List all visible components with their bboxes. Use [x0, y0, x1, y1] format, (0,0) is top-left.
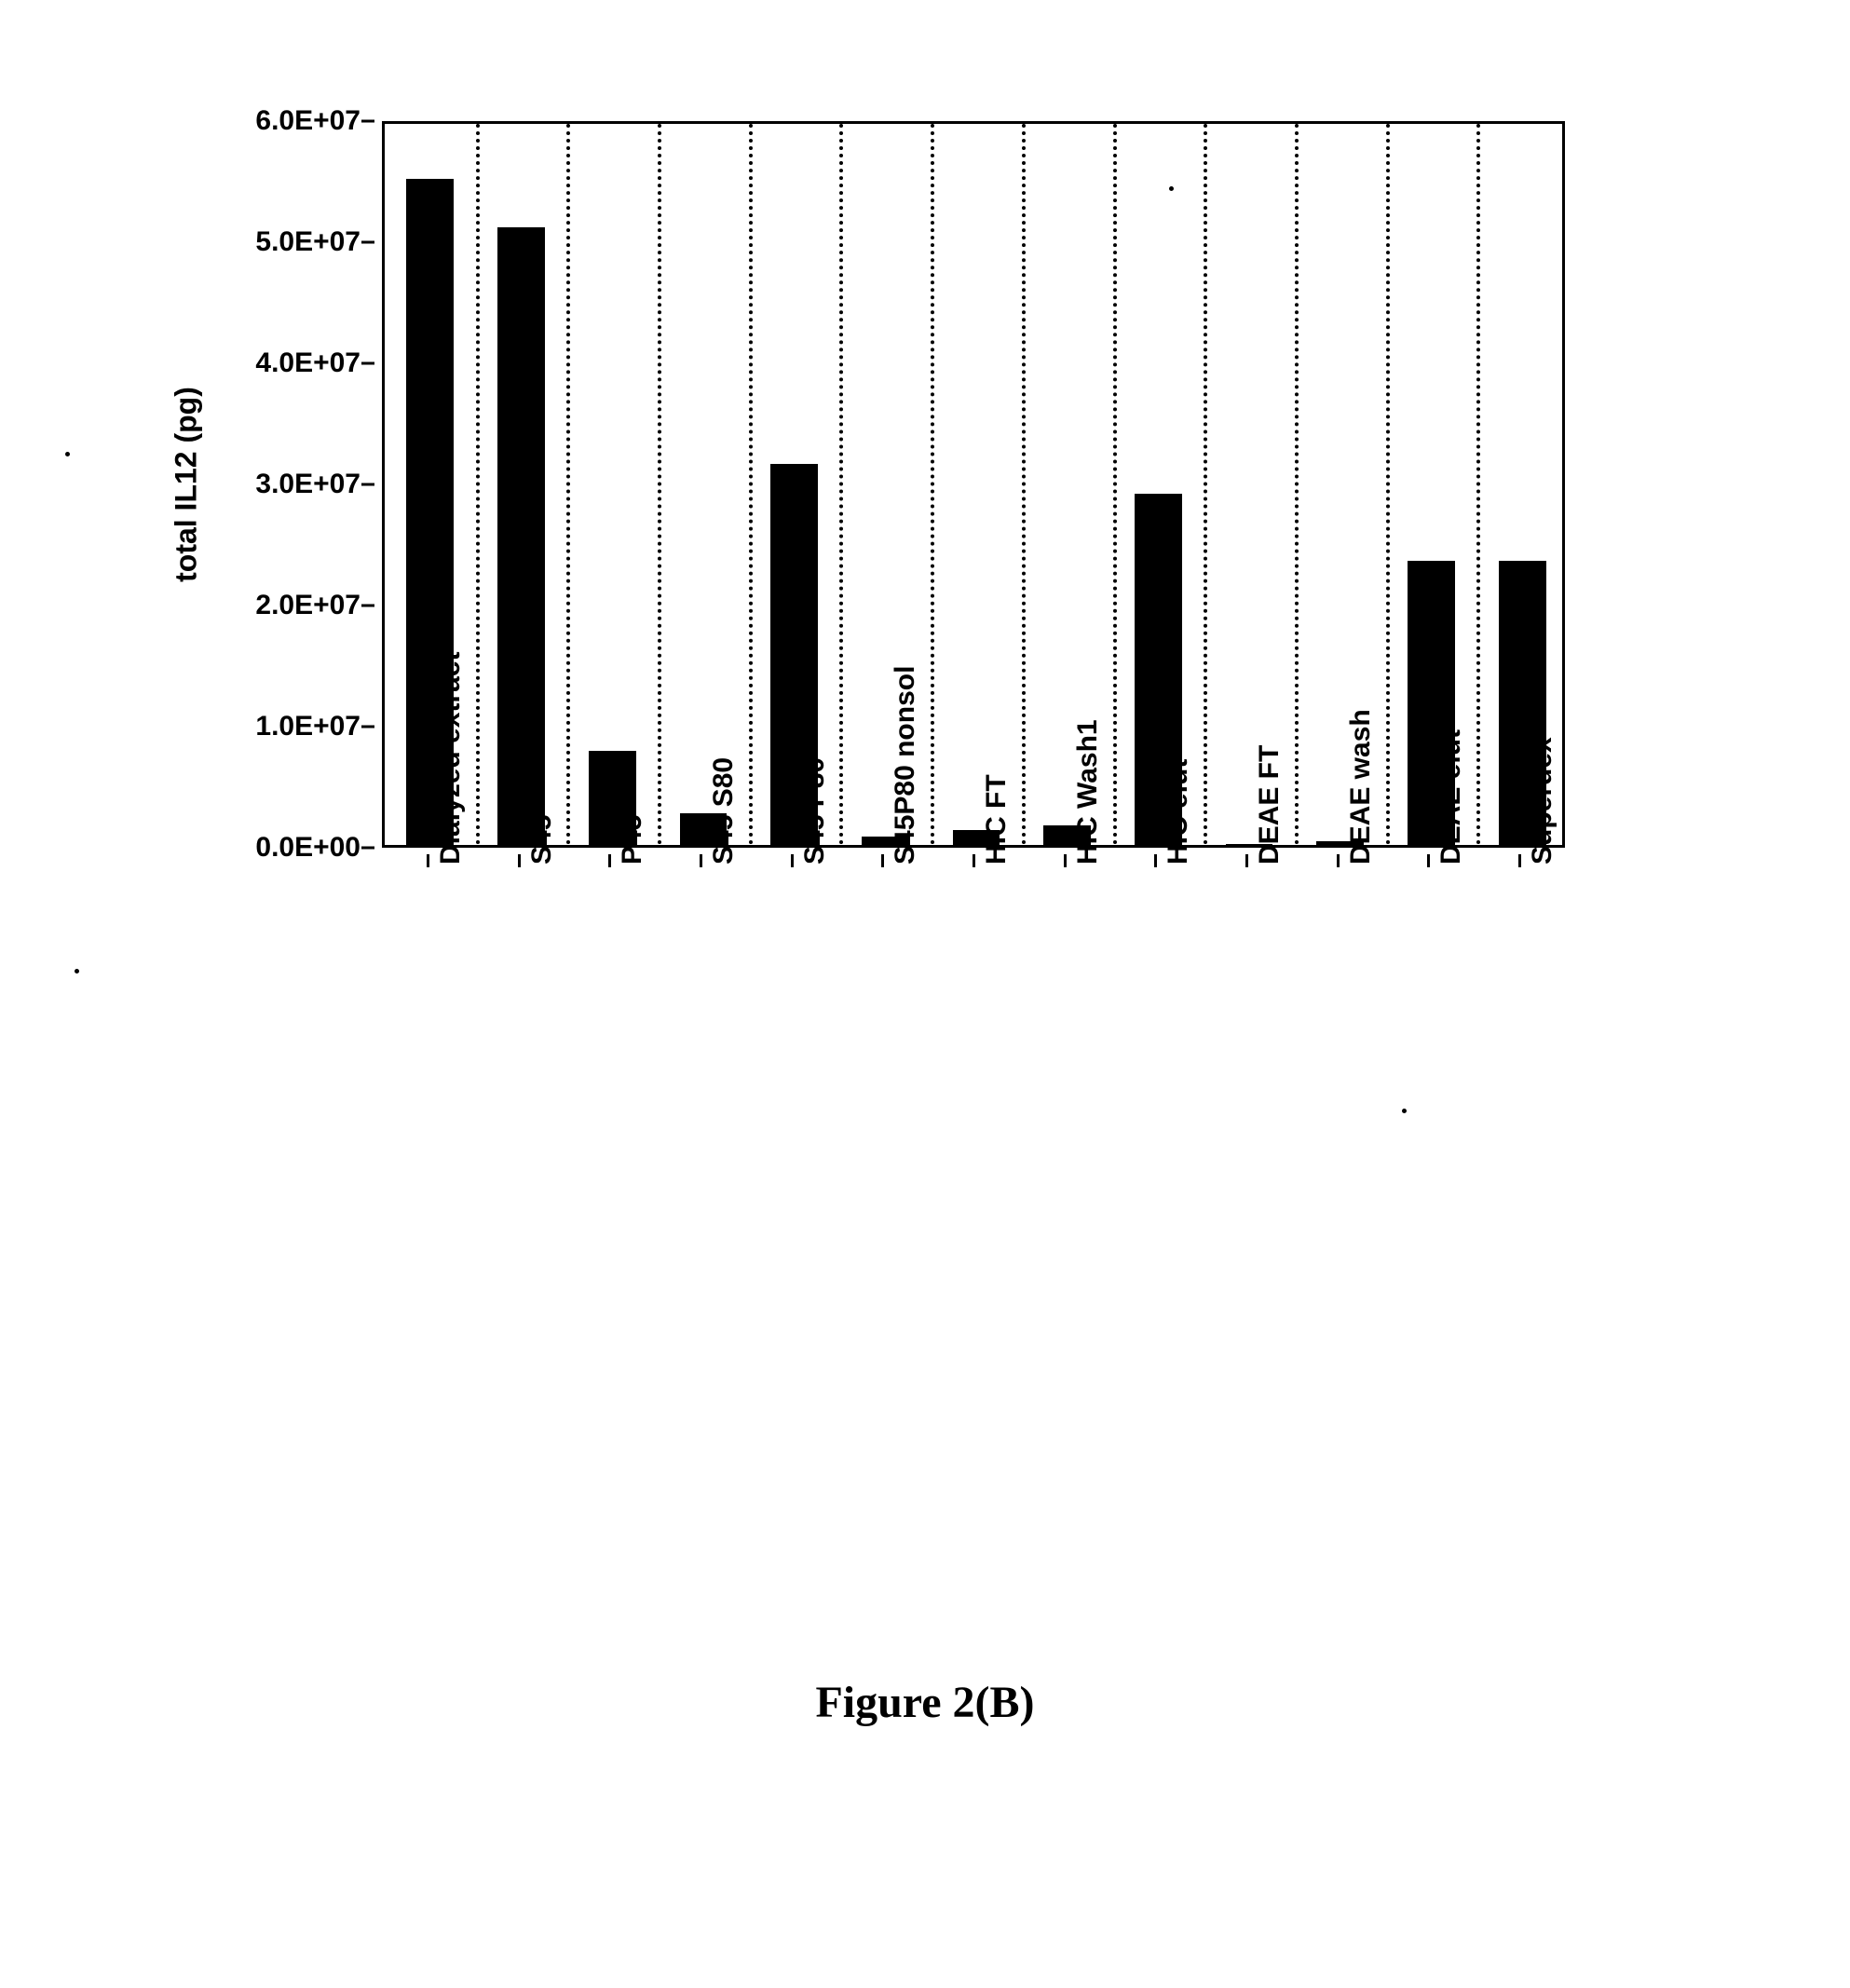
- y-tick-mark: [361, 483, 374, 486]
- scan-artifact-dot: [75, 969, 79, 974]
- gridline: [1295, 124, 1299, 845]
- y-tick-mark: [361, 241, 374, 244]
- x-tick-mark: [1337, 854, 1340, 867]
- y-tick-label: 0.0E+00: [165, 832, 360, 864]
- y-tick-mark: [361, 605, 374, 607]
- y-tick-label: 1.0E+07: [165, 711, 360, 742]
- gridline: [658, 124, 661, 845]
- gridline: [1476, 124, 1480, 845]
- y-tick-mark: [361, 847, 374, 850]
- y-tick-label: 5.0E+07: [165, 226, 360, 258]
- x-tick-mark: [791, 854, 794, 867]
- gridline: [1113, 124, 1117, 845]
- gridline: [749, 124, 753, 845]
- y-tick-label: 3.0E+07: [165, 469, 360, 500]
- y-tick-label: 6.0E+07: [165, 105, 360, 137]
- x-axis-labels: Dialyzed extractS45P45S45 S80S45 P80S45P…: [382, 857, 1565, 1230]
- bars-layer: [385, 124, 1562, 845]
- x-tick-mark: [427, 854, 429, 867]
- gridline: [839, 124, 843, 845]
- y-tick-mark: [361, 362, 374, 365]
- x-tick-mark: [518, 854, 521, 867]
- gridline: [1204, 124, 1207, 845]
- y-tick-mark: [361, 120, 374, 123]
- gridline: [566, 124, 570, 845]
- scan-artifact-dot: [1169, 186, 1174, 191]
- bar: [497, 227, 545, 845]
- x-tick-mark: [1518, 854, 1521, 867]
- x-tick-mark: [1427, 854, 1430, 867]
- gridline: [476, 124, 480, 845]
- x-tick-mark: [1154, 854, 1157, 867]
- x-tick-mark: [973, 854, 975, 867]
- chart-container: total IL12 (pg) 0.0E+001.0E+072.0E+073.0…: [168, 93, 1612, 1351]
- y-tick-mark: [361, 726, 374, 728]
- y-tick-label: 4.0E+07: [165, 347, 360, 379]
- gridline: [1022, 124, 1026, 845]
- y-axis-ticks: 0.0E+001.0E+072.0E+073.0E+074.0E+075.0E+…: [168, 121, 377, 848]
- figure-caption: Figure 2(B): [0, 1677, 1850, 1728]
- plot-area: [382, 121, 1565, 848]
- x-tick-mark: [881, 854, 884, 867]
- x-tick-mark: [608, 854, 611, 867]
- scan-artifact-dot: [1402, 1109, 1407, 1113]
- x-tick-mark: [1245, 854, 1248, 867]
- gridline: [931, 124, 934, 845]
- x-tick-mark: [1064, 854, 1067, 867]
- scan-artifact-dot: [65, 452, 70, 456]
- gridline: [1386, 124, 1390, 845]
- x-tick-mark: [700, 854, 702, 867]
- y-tick-label: 2.0E+07: [165, 590, 360, 621]
